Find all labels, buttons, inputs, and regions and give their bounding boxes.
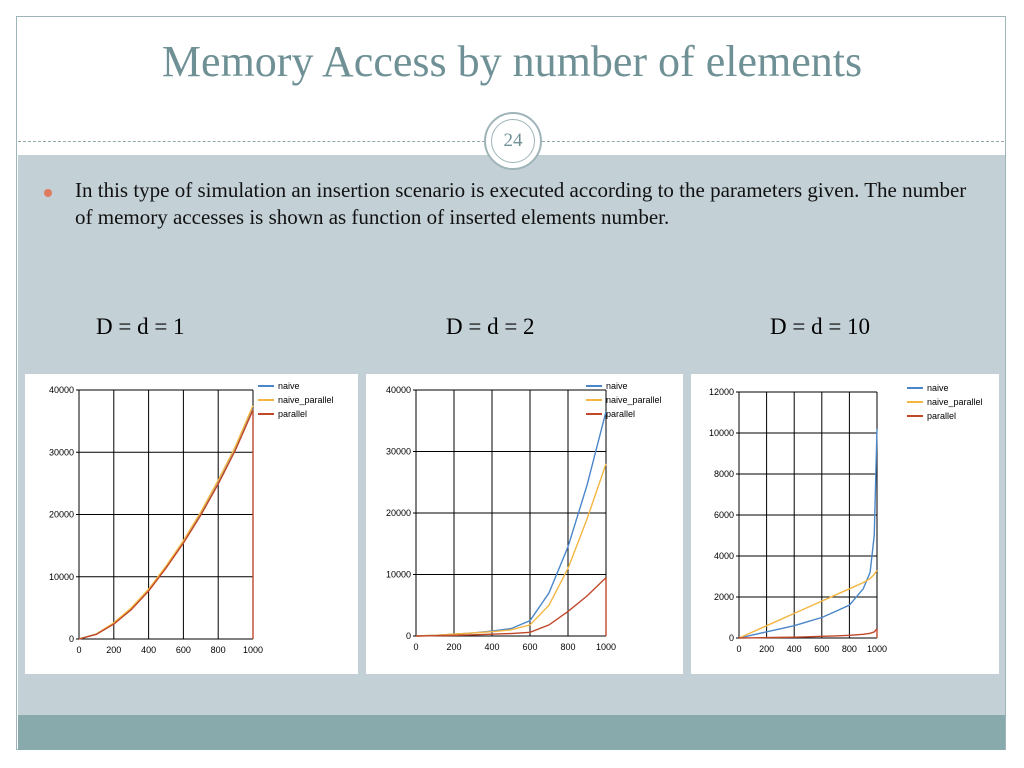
chart-caption-1: D = d = 1 <box>96 314 185 339</box>
series-line-naive-parallel <box>415 463 607 637</box>
slide-title: Memory Access by number of elements <box>161 37 863 86</box>
y-tick-label: 0 <box>406 631 411 641</box>
x-tick-label: 400 <box>787 644 802 654</box>
y-tick-label: 0 <box>69 634 74 644</box>
legend-label: parallel <box>278 409 307 419</box>
chart-panel-1: 0 200 400 600 800 1000 0 10000 20000 30000 40000 na… <box>25 374 358 674</box>
legend-label: naive <box>606 381 628 391</box>
x-tick-label: 800 <box>560 642 575 652</box>
y-tick-label: 40000 <box>386 385 411 395</box>
legend-label: naive <box>927 383 949 393</box>
legend-label: naive_parallel <box>278 395 334 405</box>
legend-label: naive_parallel <box>606 395 662 405</box>
series-line-naive <box>415 411 607 637</box>
series-line-parallel <box>738 628 878 639</box>
x-tick-label: 200 <box>446 642 461 652</box>
x-tick-label: 200 <box>759 644 774 654</box>
y-tick-label: 2000 <box>714 592 734 602</box>
y-tick-label: 4000 <box>714 551 734 561</box>
y-tick-label: 20000 <box>386 508 411 518</box>
y-tick-label: 10000 <box>386 570 411 580</box>
series-line-naive-parallel <box>78 405 254 640</box>
legend-label: parallel <box>927 411 956 421</box>
y-tick-label: 8000 <box>714 469 734 479</box>
y-tick-label: 6000 <box>714 510 734 520</box>
chart-caption-2: D = d = 2 <box>446 314 535 339</box>
y-tick-label: 10000 <box>49 572 74 582</box>
series-line-naive <box>738 428 878 639</box>
legend-label: naive <box>278 381 300 391</box>
chart-panel-2: 0 200 400 600 800 1000 0 10000 20000 30000 40000 na… <box>366 374 683 674</box>
y-tick-label: 10000 <box>709 428 734 438</box>
legend-label: parallel <box>606 409 635 419</box>
x-tick-label: 0 <box>76 645 81 655</box>
x-tick-label: 600 <box>522 642 537 652</box>
y-tick-label: 40000 <box>49 385 74 395</box>
x-tick-label: 0 <box>413 642 418 652</box>
y-tick-label: 30000 <box>386 447 411 457</box>
series-line-parallel <box>415 577 607 637</box>
x-tick-label: 400 <box>484 642 499 652</box>
series-line-naive-parallel <box>738 569 878 639</box>
y-tick-label: 20000 <box>49 510 74 520</box>
chart-caption-3: D = d = 10 <box>770 314 871 339</box>
bullet-text: In this type of simulation an insertion … <box>75 178 967 229</box>
x-tick-label: 1000 <box>867 644 887 654</box>
x-tick-label: 800 <box>842 644 857 654</box>
footer-bar <box>18 715 1005 750</box>
series-line-naive <box>78 408 254 640</box>
legend-label: naive_parallel <box>927 397 983 407</box>
chart-d10: 0 200 400 600 800 100002000400060008000100001… <box>709 383 983 654</box>
x-tick-label: 800 <box>211 645 226 655</box>
chart-panel-3: 0 200 400 600 800 1000 0 2000 4000 6000 8000 10000 1… <box>691 374 999 674</box>
slide-number-badge: 24 <box>484 112 542 170</box>
x-tick-label: 600 <box>814 644 829 654</box>
x-tick-label: 600 <box>176 645 191 655</box>
x-tick-label: 0 <box>736 644 741 654</box>
y-tick-label: 0 <box>729 633 734 643</box>
y-tick-label: 30000 <box>49 447 74 457</box>
x-tick-label: 1000 <box>243 645 263 655</box>
bullet-dot <box>44 189 52 197</box>
series-line-parallel <box>78 409 254 640</box>
x-tick-label: 200 <box>106 645 121 655</box>
x-tick-label: 400 <box>141 645 156 655</box>
x-tick-label: 1000 <box>596 642 616 652</box>
slide-number: 24 <box>491 119 535 163</box>
y-tick-label: 12000 <box>709 387 734 397</box>
